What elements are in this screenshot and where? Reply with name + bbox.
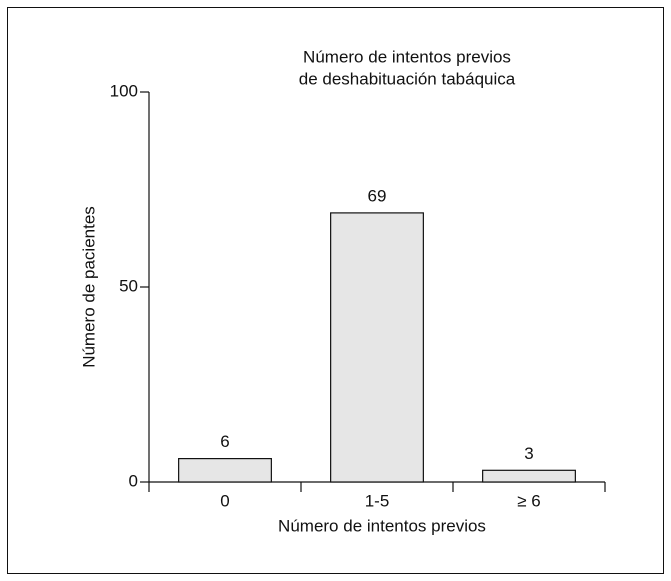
x-axis-label: Número de intentos previos xyxy=(278,516,486,535)
y-axis-label: Número de pacientes xyxy=(79,206,98,368)
x-tick-label: 1-5 xyxy=(365,491,390,510)
chart-title: Número de intentos previos xyxy=(303,47,511,66)
bar xyxy=(178,458,272,483)
y-tick-label: 100 xyxy=(110,81,138,100)
frame xyxy=(7,7,664,574)
value-label: 6 xyxy=(220,432,229,451)
y-tick-label: 0 xyxy=(129,471,138,490)
bar xyxy=(330,212,424,483)
x-tick-label: 0 xyxy=(220,491,229,510)
y-tick-label: 50 xyxy=(119,276,138,295)
x-tick-label: ≥ 6 xyxy=(517,491,541,510)
value-label: 3 xyxy=(524,444,533,463)
value-label: 69 xyxy=(368,186,387,205)
bar xyxy=(482,469,576,483)
chart-title: de deshabituación tabáquica xyxy=(299,69,516,88)
